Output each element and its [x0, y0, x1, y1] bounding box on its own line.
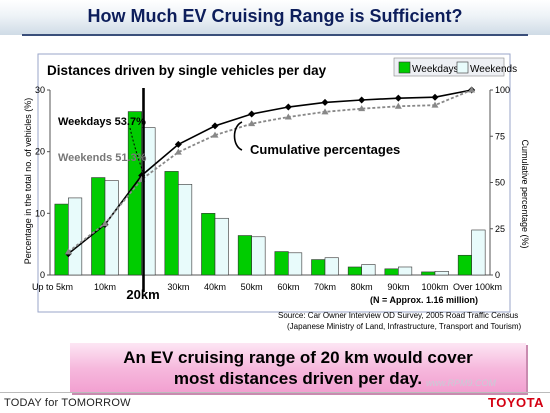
cumulative-point-weekends-7 — [321, 108, 329, 115]
legend: Weekdays Weekends — [393, 57, 517, 77]
y-tick-label-right: 75 — [495, 131, 505, 141]
bar-weekdays-6 — [274, 251, 289, 276]
footer-divider — [0, 392, 550, 393]
footer-slogan: TODAY for TOMORROW — [4, 397, 131, 409]
bracket-icon — [233, 121, 243, 151]
bar-weekends-1 — [104, 180, 119, 276]
legend-swatch-weekdays — [398, 61, 411, 74]
category-label: 100km — [421, 282, 448, 292]
bar-weekends-3 — [178, 184, 193, 276]
y-ticks-right: 0 25 50 75 100 — [490, 85, 510, 280]
y-tick-label-left: 20 — [35, 147, 45, 157]
cumulative-point-weekends-3 — [174, 148, 182, 155]
y-tick-label-right: 50 — [495, 178, 505, 188]
bar-weekends-8 — [361, 264, 376, 276]
cumulative-line-weekdays — [67, 89, 472, 255]
watermark: www.RPM9.COM — [426, 378, 497, 388]
legend-label-weekends: Weekends — [470, 64, 517, 75]
cumulative-point-weekdays-5 — [248, 110, 256, 118]
category-label: 30km — [167, 282, 189, 292]
cumulative-point-weekends-5 — [248, 120, 256, 127]
bar-weekdays-5 — [237, 235, 252, 276]
cumulative-point-weekdays-4 — [211, 122, 219, 130]
bar-weekdays-7 — [311, 259, 326, 276]
sample-size-note: (N = Approx. 1.16 million) — [370, 295, 478, 305]
y-tick-label-right: 0 — [495, 270, 500, 280]
bar-weekdays-3 — [164, 171, 179, 276]
bar-weekdays-0 — [54, 203, 69, 276]
cumulative-point-weekends-4 — [211, 131, 219, 138]
y-ticks-left: 0 10 20 30 — [35, 85, 50, 280]
cumulative-point-weekends-0 — [64, 248, 72, 255]
cumulative-point-weekends-8 — [358, 105, 366, 112]
bar-weekends-0 — [68, 197, 83, 276]
source-line-1: Source: Car Owner Interview OD Survey, 2… — [278, 311, 518, 320]
y-tick-label-left: 30 — [35, 85, 45, 95]
cumulative-point-weekends-10 — [431, 101, 439, 108]
category-label: 90km — [387, 282, 409, 292]
category-label: Over 100km — [453, 282, 502, 292]
bar-weekdays-8 — [347, 266, 362, 276]
y-tick-label-right: 100 — [495, 85, 510, 95]
bar-weekends-9 — [398, 266, 413, 276]
cumulative-point-weekends-9 — [394, 102, 402, 109]
ev-range-chart: Distances driven by single vehicles per … — [23, 53, 530, 331]
category-labels: Up to 5km 10km 30km 40km 50km 60km 70km 80km 90k… — [32, 282, 502, 292]
20km-marker-label: 20km — [126, 287, 159, 302]
y-tick-label-left: 10 — [35, 208, 45, 218]
category-label: 10km — [94, 282, 116, 292]
bar-weekends-4 — [214, 217, 229, 276]
chart-title: Distances driven by single vehicles per … — [47, 63, 327, 78]
cumulative-point-weekdays-6 — [284, 103, 292, 111]
cumulative-point-weekends-6 — [284, 113, 292, 120]
y-axis-label-left: Percentage in the total no. of vehicles … — [23, 98, 33, 265]
cumulative-lines — [64, 86, 476, 258]
bar-weekends-11 — [471, 229, 486, 276]
weekends-percent-annotation: Weekends 51.3% — [58, 152, 147, 164]
conclusion-callout: An EV cruising range of 20 km would cove… — [70, 343, 526, 393]
bar-weekdays-9 — [384, 268, 399, 276]
cumulative-point-weekends-11 — [468, 86, 476, 93]
cumulative-point-weekdays-10 — [431, 93, 439, 101]
y-axis-label-right: Cumulative percentage (%) — [520, 139, 530, 248]
bar-weekends-10 — [434, 270, 449, 276]
bar-weekends-6 — [288, 252, 303, 276]
category-label: 60km — [277, 282, 299, 292]
bar-weekends-5 — [251, 236, 266, 276]
bar-weekdays-10 — [421, 271, 436, 276]
category-label: 50km — [241, 282, 263, 292]
legend-label-weekdays: Weekdays — [412, 64, 459, 75]
category-label: 70km — [314, 282, 336, 292]
bars — [54, 111, 486, 276]
toyota-logo: TOYOTA — [488, 395, 544, 410]
title-divider — [22, 34, 528, 36]
source-line-2: (Japanese Ministry of Land, Infrastructu… — [287, 322, 522, 331]
category-label: 80km — [351, 282, 373, 292]
weekdays-percent-annotation: Weekdays 53.7% — [58, 116, 146, 128]
cumulative-percentages-label: Cumulative percentages — [250, 142, 400, 157]
cumulative-point-weekdays-7 — [321, 98, 329, 106]
cumulative-point-weekends-1 — [101, 220, 109, 227]
legend-box — [393, 57, 505, 77]
conclusion-text: An EV cruising range of 20 km would cove… — [123, 348, 473, 388]
y-tick-label-left: 0 — [40, 270, 45, 280]
slide-title: How Much EV Cruising Range is Sufficient… — [87, 6, 463, 26]
cumulative-point-weekdays-8 — [358, 96, 366, 104]
cumulative-point-weekdays-9 — [394, 94, 402, 102]
cumulative-point-weekdays-3 — [174, 140, 182, 148]
title-bar — [0, 0, 550, 35]
bar-weekends-2 — [141, 127, 156, 276]
bar-weekdays-4 — [201, 213, 216, 276]
cumulative-line-weekends — [67, 89, 473, 253]
category-label: Up to 5km — [32, 282, 73, 292]
legend-swatch-weekends — [456, 61, 469, 74]
bar-weekdays-11 — [457, 254, 472, 276]
bar-weekends-7 — [324, 257, 339, 276]
category-label: 40km — [204, 282, 226, 292]
y-tick-label-right: 25 — [495, 224, 505, 234]
